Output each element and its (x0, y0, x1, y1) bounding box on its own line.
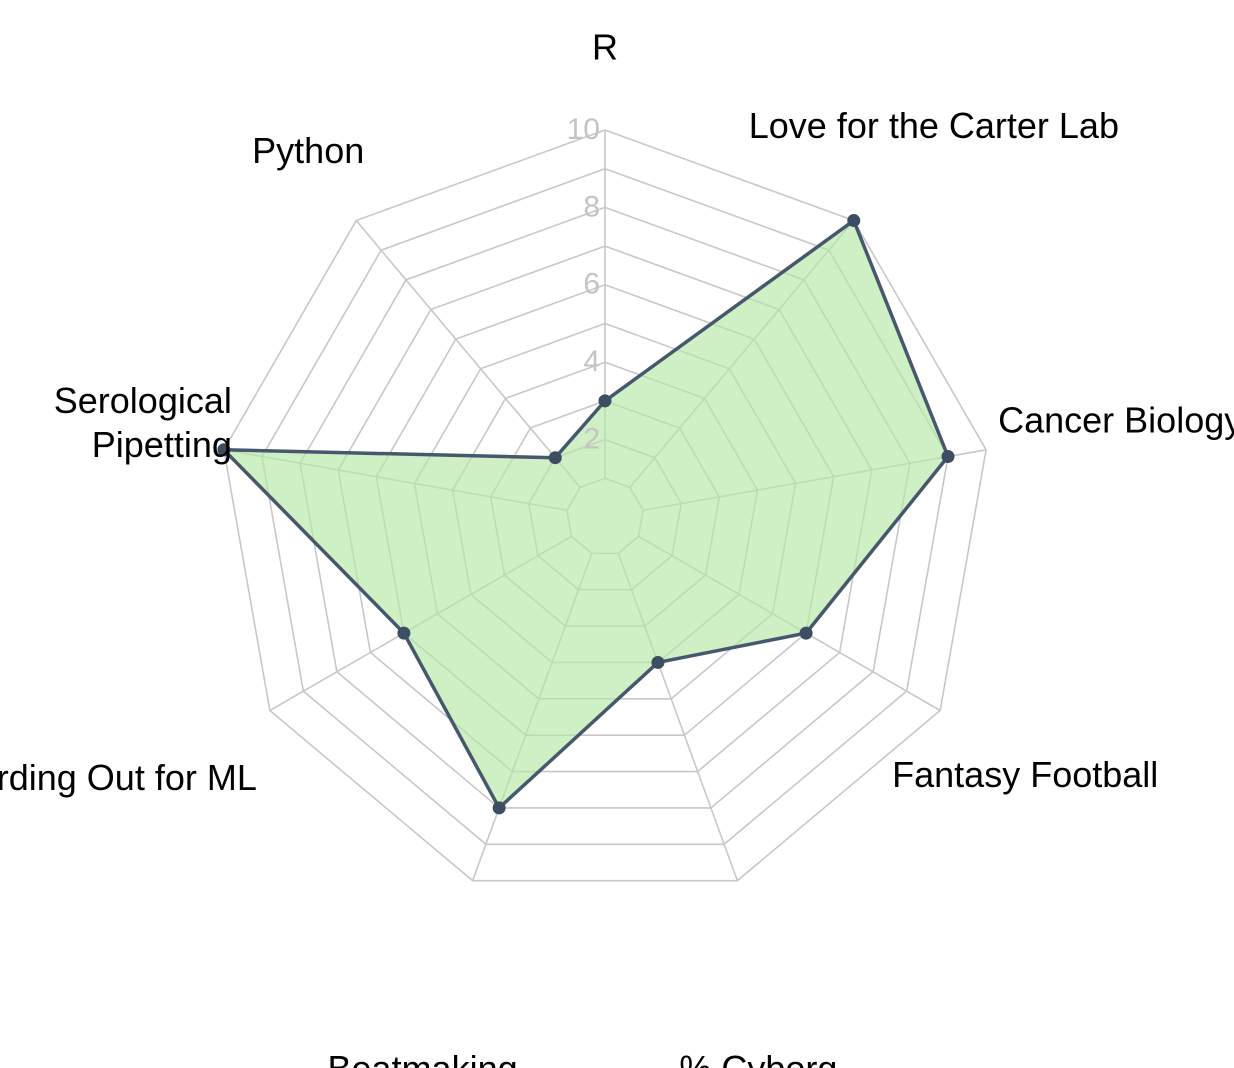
data-area (222, 218, 950, 810)
tick-label: 8 (583, 190, 600, 223)
tick-label: 6 (583, 268, 600, 301)
data-layer (217, 214, 955, 815)
tick-label: 10 (567, 113, 600, 146)
axis-label: % Cyborg (679, 1048, 837, 1068)
grid-ring-10 (223, 129, 987, 882)
data-point (492, 801, 506, 815)
axis-label: Serological Pipetting (54, 379, 232, 464)
data-point (548, 451, 562, 465)
axis-label: Beatmaking (328, 1048, 518, 1068)
axis-label: Python (252, 130, 364, 171)
tick-label-layer: 2 4 6 8 10 (567, 113, 600, 456)
axis-label-line: Serological (54, 379, 232, 420)
axis-label: Love for the Carter Lab (749, 105, 1119, 146)
tick-label: 4 (583, 345, 600, 378)
axis-label: Nerding Out for ML (0, 757, 257, 798)
axis-label-line: Pipetting (92, 423, 232, 464)
axis-label: Cancer Biology (998, 399, 1234, 440)
spoke-line (355, 220, 581, 488)
data-point (397, 626, 411, 640)
axis-label: Fantasy Football (892, 754, 1158, 795)
tick-label: 2 (583, 423, 600, 456)
data-point (799, 626, 813, 640)
axis-label-layer: R Love for the Carter Lab Cancer Biology Fa… (0, 27, 1234, 1068)
data-point (598, 394, 612, 408)
data-point (217, 443, 231, 457)
data-point (651, 655, 665, 669)
axis-label: R (592, 27, 618, 68)
data-point (847, 214, 861, 228)
data-point (941, 450, 955, 464)
